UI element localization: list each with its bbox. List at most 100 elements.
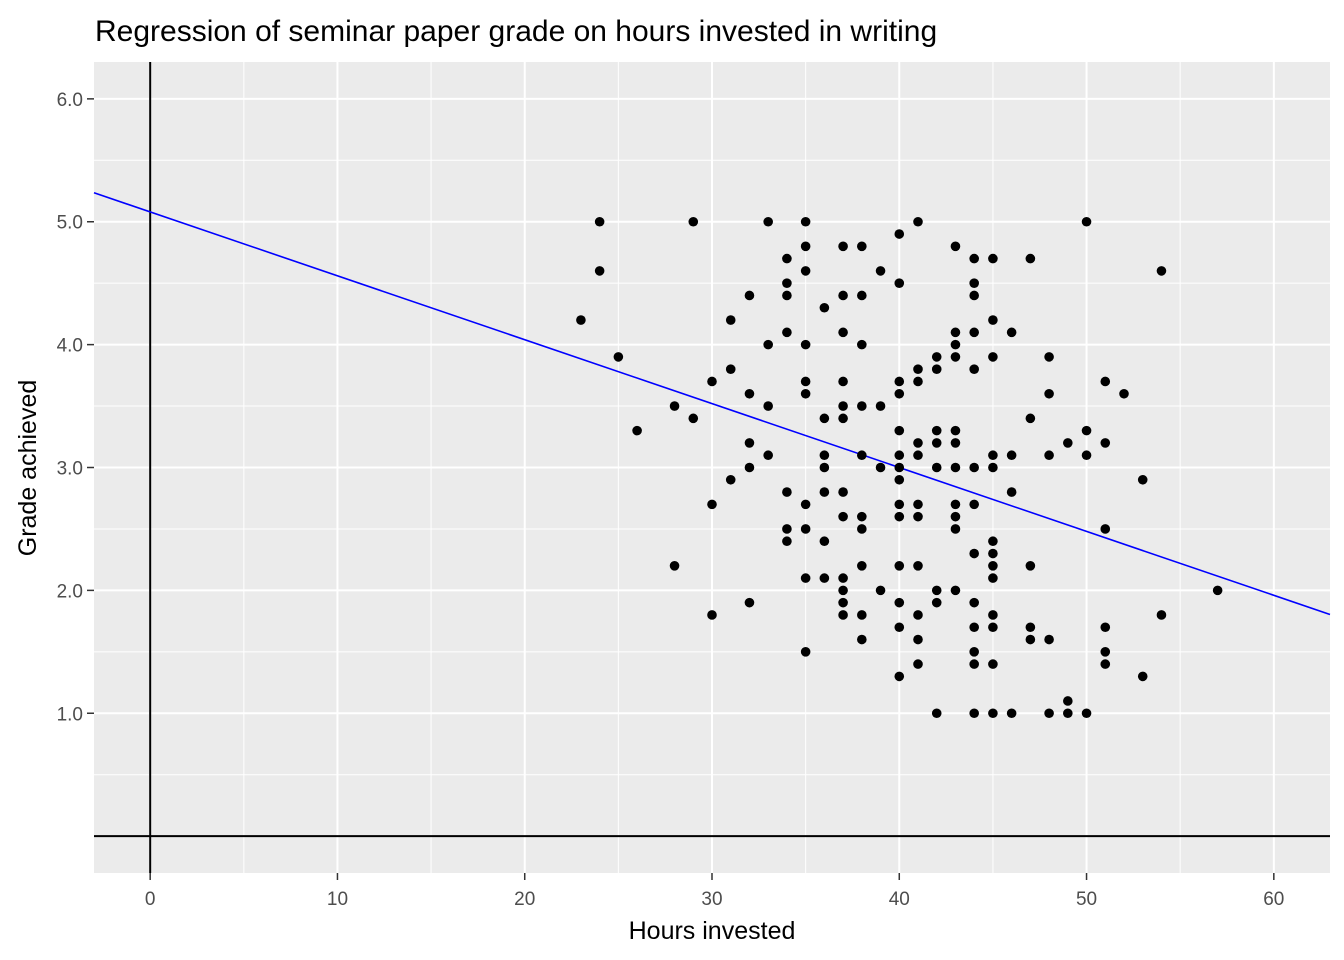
x-tick-label: 50 — [1076, 889, 1097, 910]
data-point — [1119, 388, 1129, 399]
data-point — [1156, 266, 1167, 276]
data-point — [969, 548, 979, 559]
data-point — [782, 536, 792, 547]
data-point — [1100, 524, 1111, 534]
data-point — [1044, 388, 1054, 399]
y-axis-ticks: 1.0 2.0 3.0 4.0 5.0 6.0 — [57, 90, 94, 725]
data-point — [800, 524, 811, 534]
chart-title: Regression of seminar paper grade on hou… — [95, 15, 937, 48]
data-point — [894, 278, 905, 288]
data-point — [857, 401, 867, 411]
reference-lines — [94, 62, 1330, 873]
data-point — [1100, 659, 1111, 669]
data-point — [969, 462, 979, 473]
data-point — [913, 438, 923, 448]
data-point — [782, 290, 792, 301]
data-point — [800, 499, 811, 510]
data-point — [913, 610, 923, 620]
data-point — [894, 450, 905, 461]
data-point — [744, 438, 755, 448]
data-point — [950, 241, 961, 252]
data-point — [800, 573, 811, 583]
data-point — [857, 561, 867, 571]
data-point — [800, 388, 811, 399]
data-point — [988, 462, 998, 473]
data-point — [1156, 610, 1167, 620]
data-point — [725, 364, 736, 374]
data-point — [763, 450, 773, 461]
data-point — [838, 511, 848, 522]
data-point — [744, 462, 755, 473]
data-point — [1025, 634, 1036, 645]
major-gridlines — [94, 62, 1330, 873]
data-point — [763, 216, 773, 227]
data-point — [838, 241, 848, 252]
data-point — [782, 524, 792, 534]
data-point — [1081, 425, 1092, 436]
data-point — [1100, 438, 1111, 448]
data-point — [1025, 622, 1036, 633]
data-point — [988, 708, 998, 719]
data-point — [819, 450, 830, 461]
data-point — [744, 597, 755, 608]
data-point — [969, 647, 979, 657]
data-point — [969, 597, 979, 608]
data-point — [988, 536, 998, 547]
data-point — [988, 573, 998, 583]
data-point — [1006, 487, 1017, 497]
data-point — [988, 659, 998, 669]
data-point — [950, 327, 961, 338]
data-point — [725, 315, 736, 325]
data-point — [969, 364, 979, 374]
data-point — [969, 253, 979, 264]
data-point — [1081, 708, 1092, 719]
data-point — [688, 413, 699, 424]
data-point — [857, 634, 867, 645]
data-point — [819, 573, 830, 583]
regression-line-group — [93, 191, 1331, 616]
data-point — [707, 376, 717, 387]
data-point — [857, 339, 867, 350]
data-point — [894, 597, 905, 608]
data-point — [857, 241, 867, 252]
data-point — [707, 499, 717, 510]
data-point — [819, 462, 830, 473]
data-point — [931, 364, 942, 374]
data-point — [838, 610, 848, 620]
data-point — [950, 352, 961, 362]
data-point — [913, 511, 923, 522]
data-point — [969, 659, 979, 669]
data-point — [838, 376, 848, 387]
data-point — [875, 401, 886, 411]
data-point — [950, 339, 961, 350]
data-point — [669, 561, 680, 571]
x-axis-title: Hours invested — [629, 917, 796, 945]
data-point — [1100, 376, 1111, 387]
data-point — [913, 364, 923, 374]
data-point — [950, 585, 961, 596]
data-point — [894, 499, 905, 510]
y-tick-label: 5.0 — [57, 213, 83, 234]
data-point — [931, 425, 942, 436]
data-point — [838, 401, 848, 411]
data-point — [857, 450, 867, 461]
data-point — [1044, 708, 1054, 719]
data-point — [913, 499, 923, 510]
data-point — [763, 339, 773, 350]
data-point — [931, 352, 942, 362]
data-point — [875, 585, 886, 596]
y-tick-label: 1.0 — [57, 704, 83, 725]
data-point — [838, 487, 848, 497]
data-point — [894, 229, 905, 239]
data-point — [800, 241, 811, 252]
data-point — [800, 266, 811, 276]
data-point — [913, 216, 923, 227]
data-point — [950, 462, 961, 473]
data-point — [988, 622, 998, 633]
data-point — [931, 597, 942, 608]
data-point — [707, 610, 717, 620]
data-point — [1044, 352, 1054, 362]
x-tick-label: 60 — [1263, 889, 1284, 910]
data-point — [1100, 647, 1111, 657]
